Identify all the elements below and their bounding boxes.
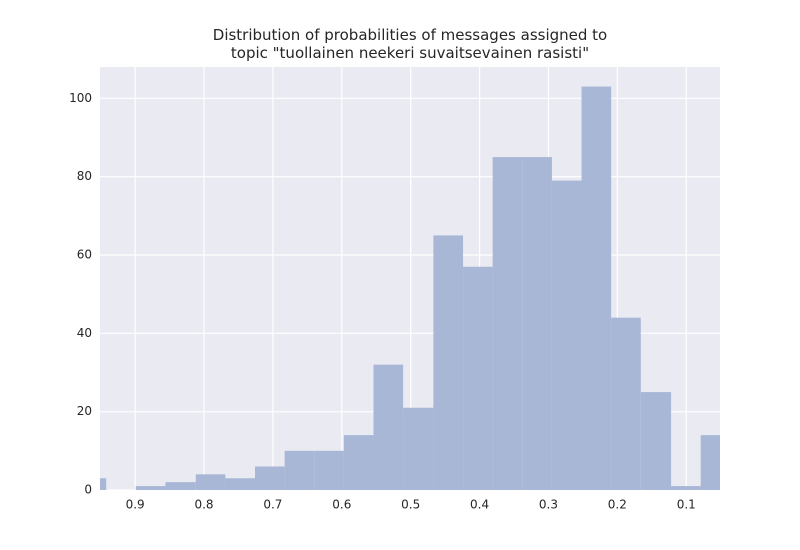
bar xyxy=(700,435,720,490)
bar xyxy=(640,392,672,490)
bar xyxy=(343,435,374,490)
bar xyxy=(135,486,166,490)
bar xyxy=(100,478,107,490)
bar xyxy=(581,86,612,490)
bar xyxy=(284,450,315,490)
x-tick-label: 0.8 xyxy=(194,498,213,512)
labels: 0 20 40 60 80 100 0.9 0.8 0.7 0.6 0.5 0.4 0.3 0.2 0.1 xyxy=(69,91,696,512)
y-tick-label: 40 xyxy=(77,326,92,340)
x-tick-label: 0.3 xyxy=(539,498,558,512)
x-tick-label: 0.6 xyxy=(332,498,351,512)
y-tick-label: 80 xyxy=(77,169,92,183)
bar xyxy=(433,235,464,490)
y-tick-label: 100 xyxy=(69,91,92,105)
bar xyxy=(551,180,582,490)
bar xyxy=(611,317,641,490)
bars xyxy=(100,86,720,490)
x-tick-label: 0.1 xyxy=(677,498,696,512)
x-tick-label: 0.9 xyxy=(126,498,145,512)
chart-title: Distribution of probabilities of message… xyxy=(212,26,608,62)
bar xyxy=(492,157,523,490)
bar xyxy=(403,407,434,490)
x-tick-label: 0.7 xyxy=(263,498,282,512)
x-tick-label: 0.2 xyxy=(608,498,627,512)
y-tick-label: 20 xyxy=(77,404,92,418)
bar xyxy=(255,466,285,490)
x-tick-label: 0.4 xyxy=(470,498,489,512)
bar xyxy=(314,450,344,490)
x-tick-label: 0.5 xyxy=(401,498,420,512)
bar xyxy=(522,157,552,490)
bar xyxy=(463,266,493,490)
bar xyxy=(195,474,226,490)
bar xyxy=(671,486,701,490)
bar xyxy=(373,364,404,490)
bar xyxy=(225,478,255,490)
bar xyxy=(165,482,196,490)
y-tick-label: 0 xyxy=(84,483,92,497)
y-tick-label: 60 xyxy=(77,248,92,262)
